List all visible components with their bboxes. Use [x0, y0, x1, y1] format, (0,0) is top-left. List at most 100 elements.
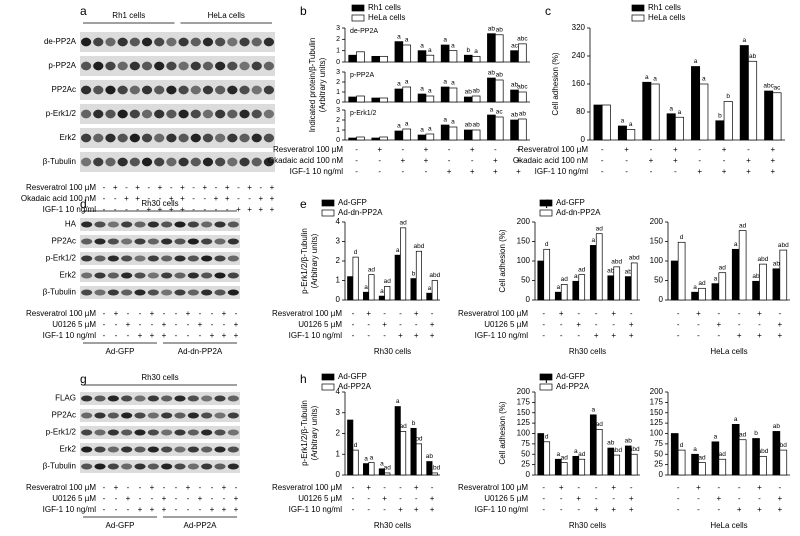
- treatment-sign: +: [737, 331, 742, 340]
- blot-band: [81, 463, 93, 470]
- blot-band: [129, 37, 140, 47]
- treatment-sign: -: [717, 483, 720, 492]
- treatment-sign: -: [601, 156, 604, 165]
- y-axis-title: p-Erk1/2/β-Tubulin: [300, 400, 309, 466]
- treatment-sign: -: [677, 505, 680, 514]
- legend-label: Ad-GFP: [338, 372, 367, 381]
- treatment-label: Resveratrol 100 µM: [26, 483, 96, 492]
- legend-swatch: [321, 209, 335, 217]
- y-tick-label: 175: [517, 397, 531, 406]
- treatment-sign: -: [612, 320, 615, 329]
- panel-label: e: [300, 197, 307, 211]
- legend-label: Ad-GFP: [556, 372, 585, 381]
- treatment-sign: +: [770, 145, 775, 154]
- blot-band: [166, 133, 177, 143]
- blot-band: [80, 61, 92, 71]
- treatment-sign: +: [629, 494, 634, 503]
- blot-band: [129, 157, 140, 167]
- treatment-sign: -: [139, 494, 142, 503]
- bar: [572, 280, 580, 301]
- blot-band: [93, 157, 104, 167]
- treatment-sign: -: [612, 494, 615, 503]
- blot-band: [147, 412, 159, 419]
- blot-row-label: β-Tubulin: [43, 462, 76, 471]
- blot-band: [239, 133, 250, 143]
- treatment-sign: -: [127, 505, 130, 514]
- treatment-sign: +: [624, 145, 629, 154]
- significance-label: abd: [611, 259, 622, 266]
- significance-label: ad: [698, 454, 706, 461]
- bar: [677, 449, 686, 476]
- bar: [537, 260, 545, 301]
- bar: [718, 272, 727, 301]
- legend-label: HeLa cells: [368, 13, 405, 22]
- blot-band: [129, 85, 140, 95]
- blot-band: [214, 446, 226, 453]
- treatment-sign: +: [447, 167, 452, 176]
- blot-band: [201, 395, 213, 402]
- bar: [595, 429, 603, 476]
- treatment-label: IGF-1 10 ng/ml: [43, 205, 97, 214]
- chart-title: p-Erk1/2: [350, 110, 377, 117]
- y-axis-title: (Arbitrary units): [310, 405, 319, 460]
- significance-label: a: [405, 79, 409, 86]
- significance-label: ab: [488, 25, 496, 32]
- blot-band: [161, 429, 173, 436]
- treatment-sign: -: [650, 145, 653, 154]
- blot-band: [202, 37, 214, 47]
- treatment-label: IGF-1 10 ng/ml: [535, 167, 589, 176]
- treatment-sign: -: [103, 483, 106, 492]
- significance-label: ab: [511, 82, 519, 89]
- bar: [715, 120, 725, 141]
- x-axis-title: HeLa cells: [710, 347, 747, 356]
- blot-band: [174, 255, 186, 262]
- treatment-label: IGF-1 10 ng/ml: [475, 505, 529, 514]
- blot-band: [105, 133, 116, 143]
- treatment-sign: -: [352, 483, 355, 492]
- significance-label: ad: [596, 225, 604, 232]
- treatment-sign: -: [383, 309, 386, 318]
- significance-label: d: [680, 442, 684, 449]
- blot-band: [201, 272, 213, 279]
- blot-band: [154, 157, 165, 167]
- panel-label: d: [80, 197, 87, 211]
- treatment-sign: +: [150, 331, 155, 340]
- blot-band: [147, 289, 159, 296]
- treatment-sign: +: [126, 320, 131, 329]
- treatment-sign: +: [270, 205, 275, 214]
- treatment-sign: +: [158, 183, 163, 192]
- treatment-sign: +: [198, 494, 203, 503]
- treatment-sign: -: [139, 483, 142, 492]
- bar: [572, 455, 580, 476]
- significance-label: a: [428, 285, 432, 292]
- blot-band: [94, 429, 106, 436]
- y-tick-label: 80: [576, 107, 585, 116]
- significance-label: a: [714, 275, 718, 282]
- blot-band: [187, 238, 199, 245]
- bar: [400, 227, 407, 301]
- treatment-sign: +: [722, 145, 727, 154]
- blot-band: [134, 289, 146, 296]
- treatment-sign: -: [383, 505, 386, 514]
- treatment-sign: +: [470, 167, 475, 176]
- blot-band: [190, 157, 201, 167]
- significance-label: ab: [625, 268, 633, 275]
- treatment-sign: +: [169, 194, 174, 203]
- blot-band: [161, 446, 173, 453]
- blot-band: [178, 109, 189, 119]
- y-tick-label: 125: [517, 418, 531, 427]
- blot-band: [117, 133, 128, 143]
- treatment-sign: +: [366, 309, 371, 318]
- treatment-label: Resveratrol 100 µM: [272, 483, 342, 492]
- blot-row-label: Erk2: [60, 445, 77, 454]
- y-tick-label: 0: [336, 137, 340, 144]
- treatment-sign: +: [247, 183, 252, 192]
- treatment-sign: -: [248, 194, 251, 203]
- significance-label: ad: [719, 264, 727, 271]
- treatment-sign: -: [601, 145, 604, 154]
- blot-row-label: de-PP2A: [44, 37, 77, 46]
- treatment-sign: +: [247, 205, 252, 214]
- blot-band: [147, 446, 159, 453]
- y-tick-label: 50: [521, 276, 530, 285]
- significance-label: abd: [429, 465, 440, 472]
